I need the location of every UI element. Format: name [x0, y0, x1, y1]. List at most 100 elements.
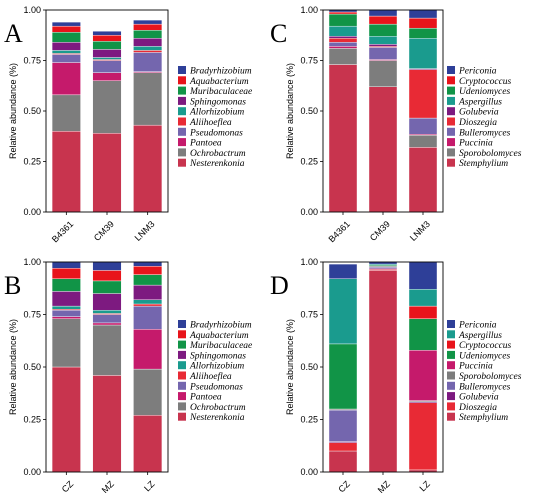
y-tick-label: 0.75 — [300, 56, 318, 66]
bar-segment — [51, 261, 81, 269]
bar-segment — [408, 261, 438, 290]
legend: BradyrhizobiumAquabacteriumMuribaculacea… — [178, 320, 252, 423]
bar-segment — [133, 30, 163, 39]
bar-segment — [328, 11, 358, 15]
bar-segment — [368, 44, 398, 47]
bar-segment — [51, 42, 81, 51]
legend-label: Allorhizobium — [189, 108, 244, 118]
bar-segment — [408, 318, 438, 351]
bar-segment — [92, 293, 122, 311]
legend-label: Puccinia — [458, 139, 493, 149]
bar-segment — [368, 47, 398, 60]
bar-segment — [408, 27, 438, 39]
y-tick-label: 0.25 — [23, 415, 41, 425]
bar-segment — [133, 305, 163, 330]
legend-swatch — [178, 402, 186, 411]
legend-swatch — [178, 320, 186, 328]
bar-segment — [133, 46, 163, 51]
legend-swatch — [178, 96, 186, 105]
bar-segment — [328, 38, 358, 43]
y-tick-label: 0.50 — [300, 106, 318, 116]
y-tick-label: 0.75 — [23, 310, 41, 320]
legend-label: Dioszegia — [458, 403, 497, 413]
legend-swatch — [447, 412, 455, 421]
bar-segment — [133, 274, 163, 286]
legend-label: Sphingomonas — [190, 97, 246, 107]
bar-segment — [408, 147, 438, 213]
bar-segment — [92, 310, 122, 314]
y-tick-label: 0.00 — [23, 467, 41, 477]
panel-letter: B — [4, 271, 21, 300]
bar-segment — [92, 314, 122, 324]
bar-segment — [92, 322, 122, 326]
y-tick-label: 1.00 — [300, 5, 318, 15]
legend-swatch — [178, 138, 186, 147]
bar-segment — [408, 17, 438, 29]
legend-swatch — [178, 107, 186, 116]
bar-segment — [328, 450, 358, 473]
y-tick-label: 0.25 — [23, 157, 41, 167]
bar-segment — [328, 278, 358, 345]
bar-segment — [368, 9, 398, 17]
bar-segment — [51, 268, 81, 279]
bar-segment — [51, 50, 81, 54]
bar-segment — [328, 263, 358, 280]
legend-swatch — [178, 117, 186, 126]
plot-frame — [45, 261, 169, 473]
legend-label: Aspergillus — [458, 331, 502, 341]
legend-swatch — [178, 76, 186, 85]
bar-segment — [51, 130, 81, 213]
legend-label: Aliihoeflea — [189, 117, 232, 128]
x-tick-label: B4361 — [50, 219, 75, 244]
legend-swatch — [447, 86, 455, 95]
y-axis-label: Relative abundance (%) — [8, 63, 18, 159]
legend-label: Ochrobactrum — [190, 403, 246, 413]
bar-segment — [92, 49, 122, 58]
bar-segment — [51, 25, 81, 33]
bar-segment — [51, 94, 81, 132]
bar-segment — [51, 21, 81, 27]
bar-segment — [133, 124, 163, 213]
legend-swatch — [178, 350, 186, 359]
legend-swatch — [447, 361, 455, 370]
bar-segment — [92, 270, 122, 282]
bar-segment — [368, 60, 398, 87]
plot-frame — [45, 9, 169, 213]
legend-label: Pantoea — [189, 393, 222, 403]
legend-swatch — [178, 148, 186, 157]
legend-label: Pseudomonas — [189, 382, 243, 392]
legend-label: Allorhizobium — [189, 362, 244, 372]
legend-label: Stemphylium — [459, 413, 508, 423]
y-tick-label: 0.50 — [23, 362, 41, 372]
legend-swatch — [447, 138, 455, 147]
bar-segment — [328, 46, 358, 49]
legend-label: Puccinia — [458, 362, 493, 372]
y-tick-label: 0.00 — [300, 467, 318, 477]
y-axis-label: Relative abundance (%) — [8, 319, 18, 415]
x-tick-label: LZ — [142, 479, 157, 493]
x-tick-label: MZ — [376, 479, 393, 493]
legend-label: Aspergillus — [458, 97, 502, 107]
bar-segment — [328, 36, 358, 39]
legend-swatch — [178, 66, 186, 74]
legend-label: Stemphylium — [459, 159, 508, 169]
legend-swatch — [447, 96, 455, 105]
bar-segment — [328, 25, 358, 37]
bar-segment — [92, 261, 122, 271]
bar-segment — [133, 284, 163, 301]
bar-segment — [51, 318, 81, 368]
panel-letter: C — [270, 19, 287, 48]
x-tick-label: LNM3 — [133, 219, 157, 243]
bar-segment — [328, 409, 358, 442]
legend: PericoniaCryptococcusUdeniomycesAspergil… — [447, 66, 522, 169]
legend-swatch — [178, 361, 186, 370]
bar-segment — [368, 86, 398, 213]
legend-label: Udeniomyces — [459, 351, 510, 361]
legend-swatch — [178, 412, 186, 421]
legend-swatch — [178, 381, 186, 390]
bar-segment — [328, 48, 358, 65]
legend-label: Bradyrhizobium — [190, 321, 252, 331]
legend-label: Periconia — [458, 67, 497, 77]
bar-segment — [408, 135, 438, 148]
